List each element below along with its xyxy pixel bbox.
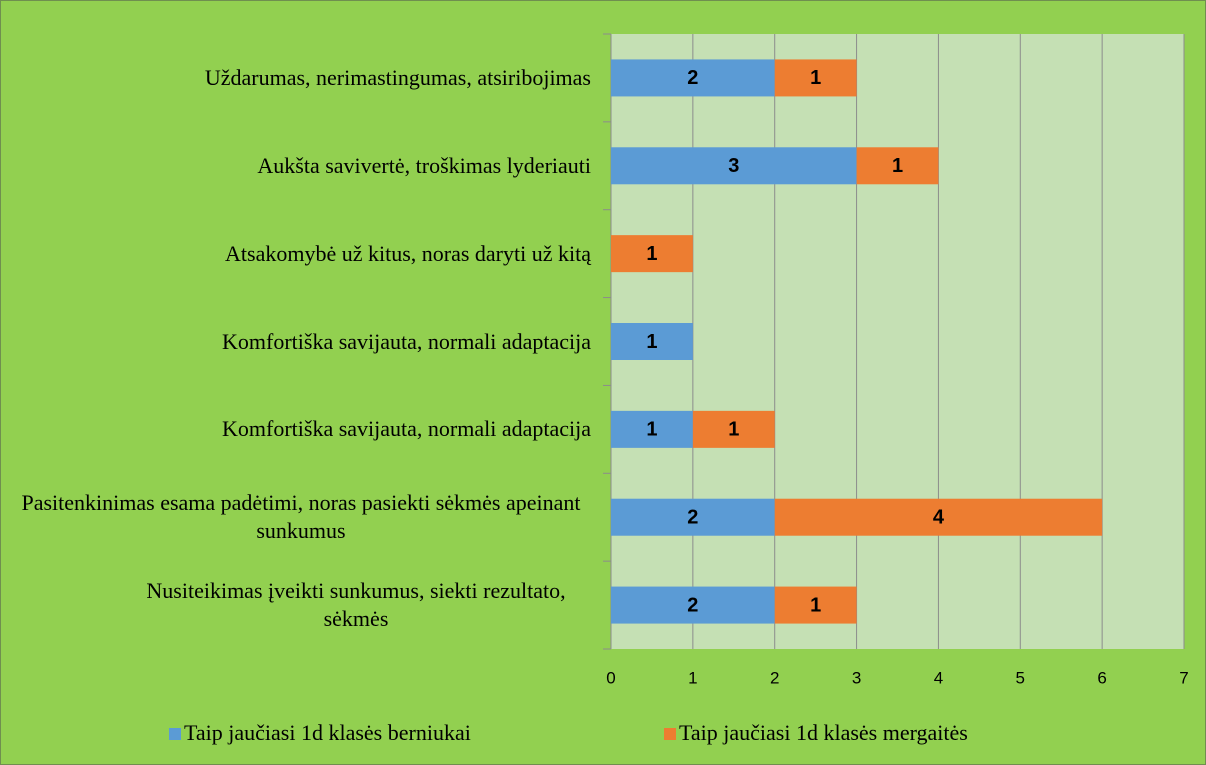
y-tick-label: Atsakomybė už kitus, noras daryti už kit… bbox=[1, 214, 591, 294]
y-tick-label: Aukšta savivertė, troškimas lyderiauti bbox=[1, 126, 591, 206]
bar bbox=[611, 586, 775, 624]
data-label: 2 bbox=[687, 594, 698, 616]
bar bbox=[611, 235, 693, 273]
data-label: 1 bbox=[646, 419, 657, 441]
bar bbox=[611, 410, 693, 448]
x-tick-label: 5 bbox=[1016, 668, 1025, 687]
data-label: 1 bbox=[728, 419, 739, 441]
y-tick-label: Nusiteikimas įveikti sunkumus, siekti re… bbox=[1, 565, 591, 645]
bar bbox=[774, 59, 857, 97]
category-text: Atsakomybė už kitus, noras daryti už kit… bbox=[225, 240, 591, 266]
bar bbox=[611, 323, 693, 360]
x-tick-label: 7 bbox=[1179, 668, 1188, 687]
bar bbox=[611, 59, 775, 97]
category-text: Nusiteikimas įveikti sunkumus, siekti re… bbox=[146, 578, 566, 632]
category-text: Komfortiška savijauta, normali adaptacij… bbox=[222, 416, 591, 442]
x-tick-label: 6 bbox=[1097, 668, 1106, 687]
bar bbox=[692, 410, 775, 448]
y-tick-label: Komfortiška savijauta, normali adaptacij… bbox=[1, 389, 591, 469]
x-tick-label: 4 bbox=[934, 668, 943, 687]
x-tick-label: 0 bbox=[606, 668, 615, 687]
plot-area bbox=[611, 34, 1184, 649]
data-label: 2 bbox=[687, 506, 698, 528]
legend-label: Taip jaučiasi 1d klasės berniukai bbox=[184, 720, 471, 745]
category-text: Komfortiška savijauta, normali adaptacij… bbox=[222, 328, 591, 354]
bar bbox=[774, 498, 1103, 536]
legend-swatch bbox=[664, 728, 676, 740]
data-label: 1 bbox=[646, 243, 657, 265]
legend-swatch bbox=[169, 728, 181, 740]
category-text: Aukšta savivertė, troškimas lyderiauti bbox=[257, 152, 591, 178]
bar bbox=[611, 498, 775, 536]
data-label: 1 bbox=[892, 155, 903, 177]
y-tick-label: Uždarumas, nerimastingumas, atsiribojima… bbox=[1, 38, 591, 118]
bar bbox=[611, 147, 857, 185]
category-text: Pasitenkinimas esama padėtimi, noras pas… bbox=[21, 490, 581, 544]
x-tick-label: 1 bbox=[688, 668, 697, 687]
category-text: Uždarumas, nerimastingumas, atsiribojima… bbox=[204, 64, 591, 90]
bar bbox=[774, 586, 857, 624]
data-label: 1 bbox=[810, 67, 821, 89]
data-label: 2 bbox=[687, 67, 698, 89]
y-tick-label: Komfortiška savijauta, normali adaptacij… bbox=[1, 302, 591, 382]
data-label: 3 bbox=[728, 155, 739, 177]
data-label: 1 bbox=[810, 594, 821, 616]
data-label: 1 bbox=[646, 331, 657, 353]
y-tick-label: Pasitenkinimas esama padėtimi, noras pas… bbox=[1, 477, 591, 557]
x-tick-label: 2 bbox=[770, 668, 779, 687]
x-tick-label: 3 bbox=[852, 668, 861, 687]
data-label: 4 bbox=[933, 506, 945, 528]
legend-label: Taip jaučiasi 1d klasės mergaitės bbox=[679, 720, 968, 745]
bar bbox=[856, 147, 939, 185]
